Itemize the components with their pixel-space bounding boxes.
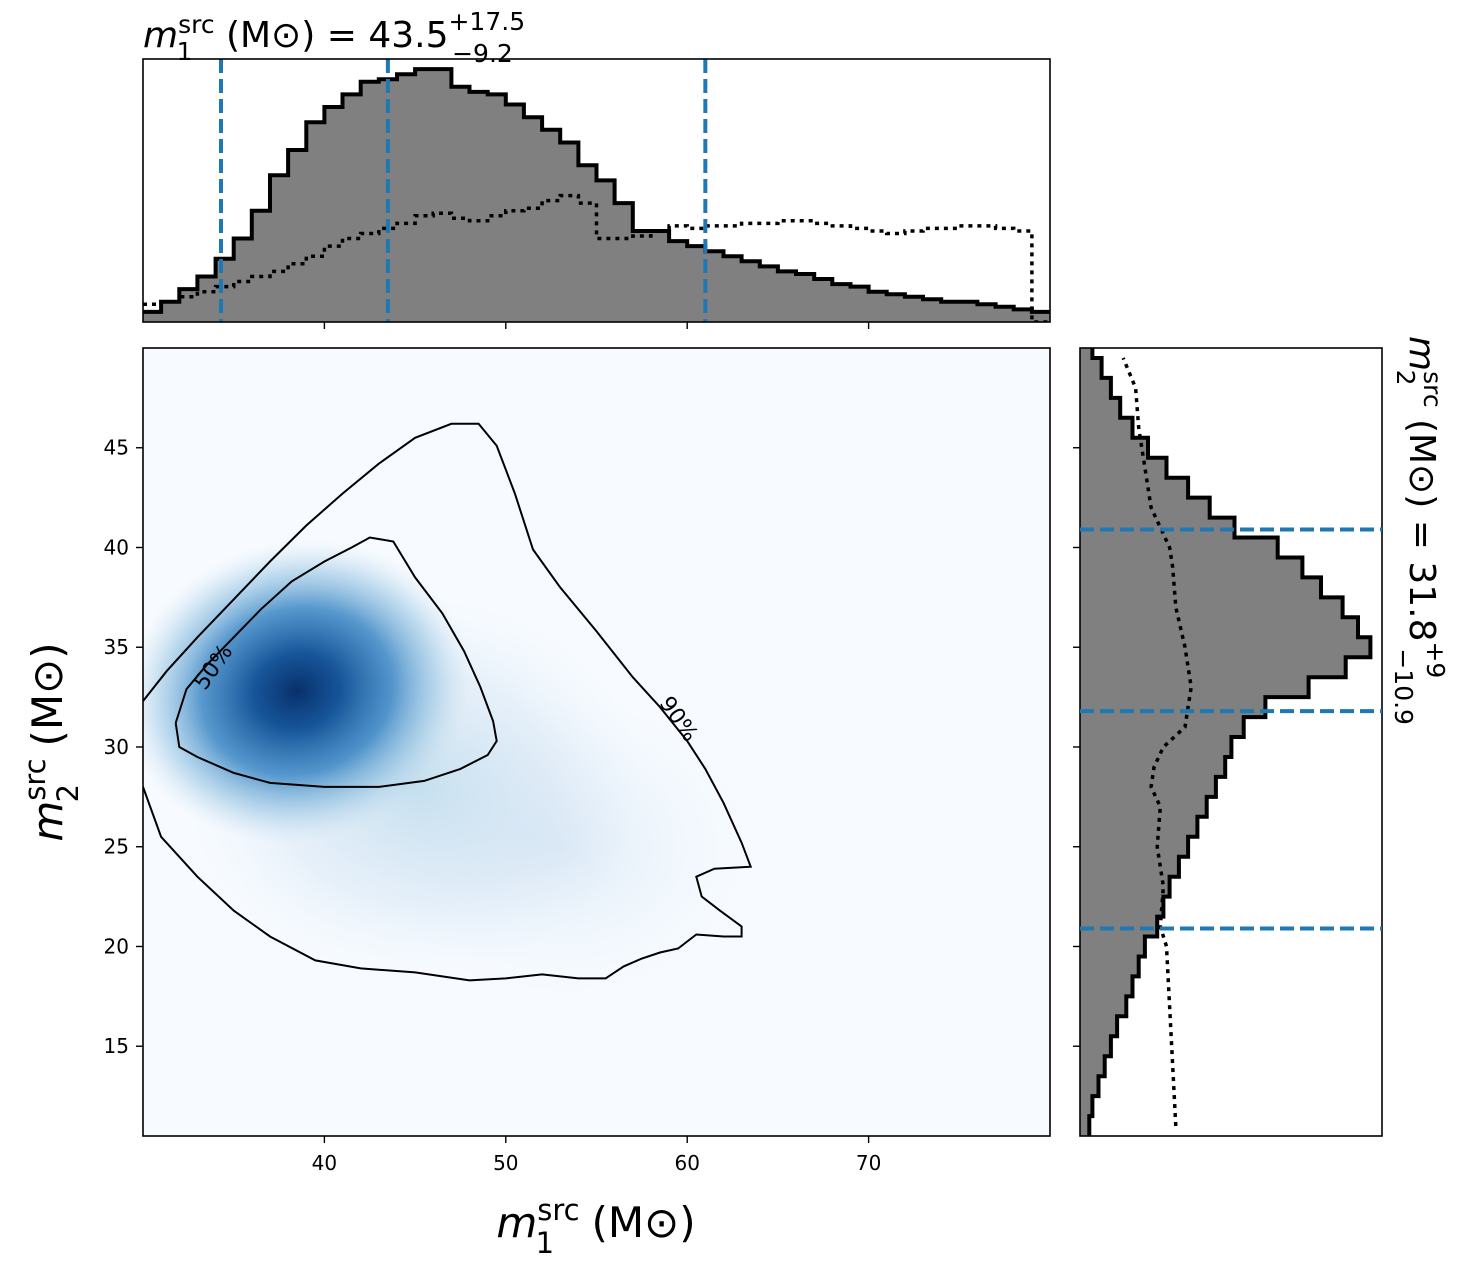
m2-median-annotation: msrc2 (M⊙) = 31.8+9−10.9 <box>1389 336 1450 725</box>
x-tick-label: 40 <box>312 1151 337 1175</box>
m1-marginal-frame <box>142 58 1051 323</box>
y-tick-label: 30 <box>104 735 129 759</box>
x-tick-label: 70 <box>856 1151 881 1175</box>
m2-posterior-outline <box>1087 348 1373 1136</box>
contour-90pct <box>143 422 753 982</box>
m2-histogram <box>1080 348 1373 1136</box>
m1-marginal-ticks <box>323 322 870 329</box>
m1-median-annotation: msrc 1 (M⊙) = 43.5+17.5 −9.2 <box>143 7 525 68</box>
m2-marginal-frame <box>1079 347 1383 1137</box>
m2-prior-outline <box>1121 357 1193 1127</box>
density-heatmap <box>143 539 751 997</box>
y-tick-label: 35 <box>104 635 129 659</box>
x-tick-label: 60 <box>674 1151 699 1175</box>
x-tick-label: 50 <box>493 1151 518 1175</box>
m1-posterior-outline <box>143 67 1050 314</box>
y-tick-label: 25 <box>104 835 129 859</box>
y-tick-label: 45 <box>104 436 129 460</box>
main-plot-frame <box>142 347 1051 1137</box>
m1-prior-outline <box>143 193 1050 322</box>
x-axis-label: msrc 1 (M⊙) <box>496 1193 695 1260</box>
m1-histogram <box>143 59 1050 322</box>
contour-50pct <box>174 536 498 788</box>
m1-posterior-fill <box>143 69 1050 322</box>
density-peak-region <box>143 539 471 843</box>
m2-marginal-panel <box>1073 347 1383 1137</box>
m2-posterior-fill <box>1080 348 1371 1136</box>
m1-marginal-panel <box>142 58 1051 329</box>
main-axis-ticks: 40 50 60 70 15 20 25 30 35 40 45 <box>104 436 882 1175</box>
y-tick-label: 20 <box>104 934 129 958</box>
y-tick-label: 40 <box>104 535 129 559</box>
m2-marginal-ticks <box>1073 447 1080 1047</box>
y-tick-label: 15 <box>104 1034 129 1058</box>
m2-quantile-lines <box>1080 527 1382 931</box>
y-axis-label: msrc2 (M⊙) <box>18 642 85 841</box>
